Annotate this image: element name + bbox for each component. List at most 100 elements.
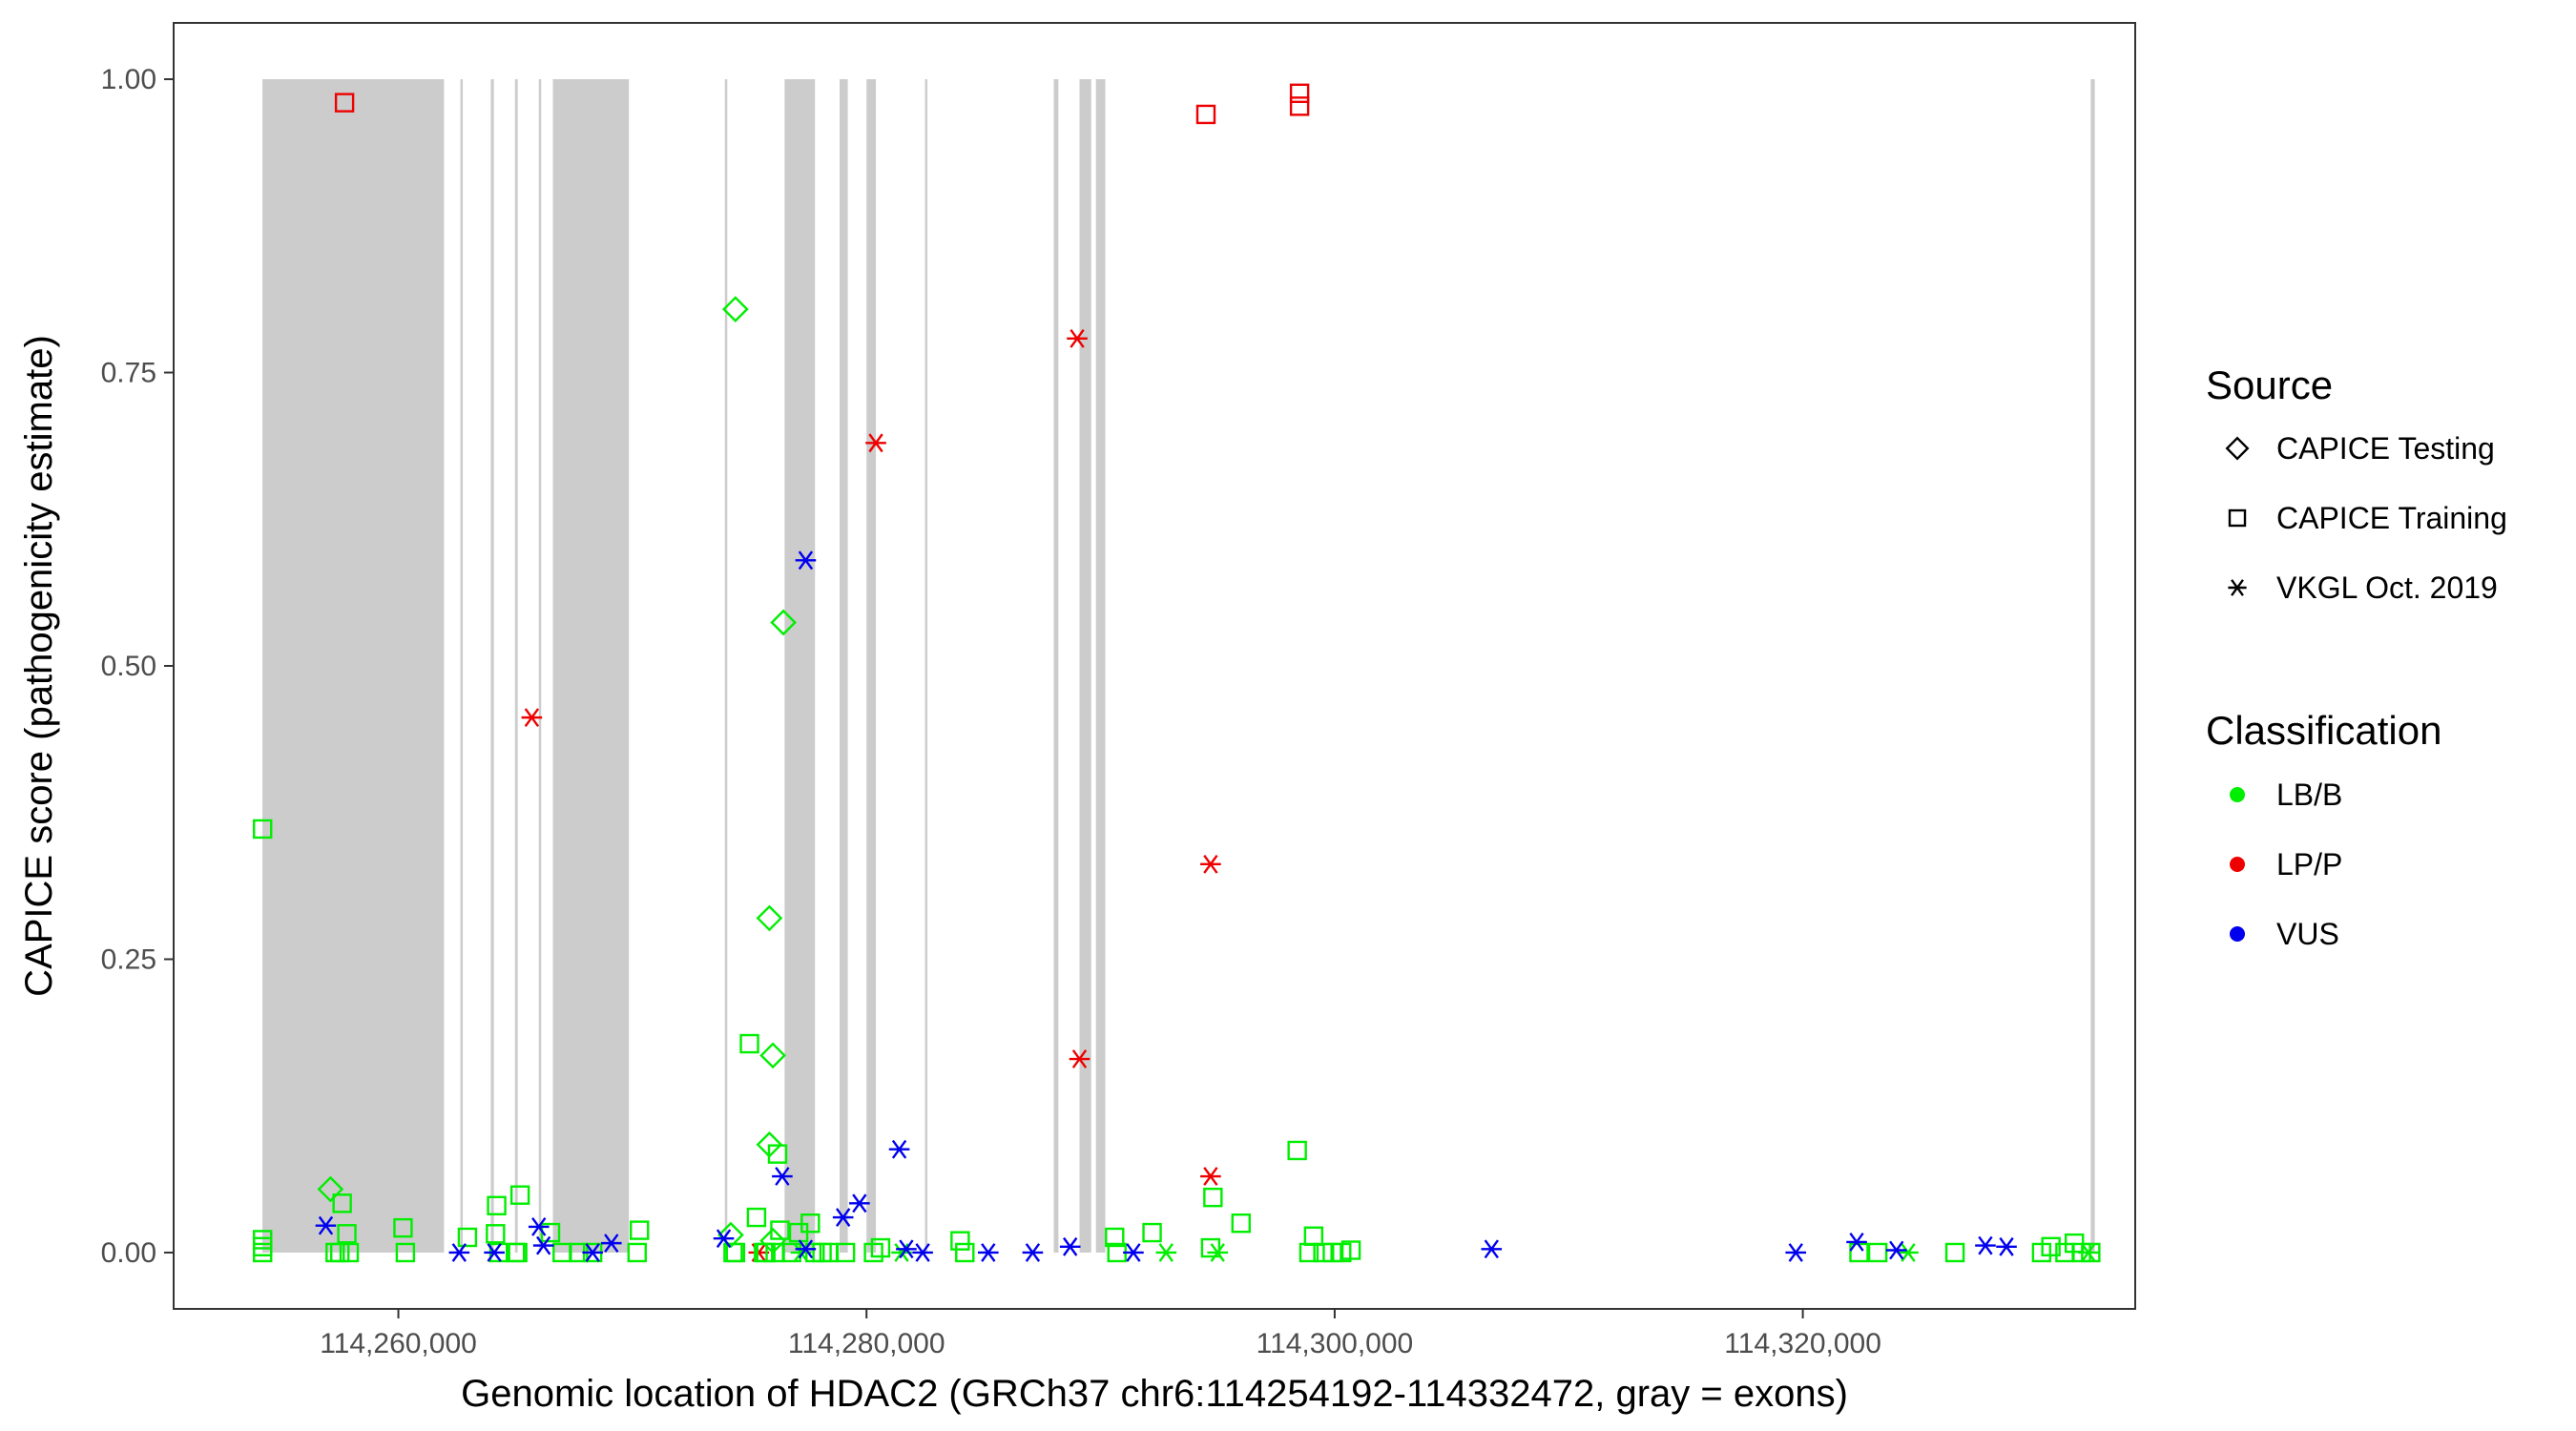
legend-source-label: VKGL Oct. 2019	[2276, 570, 2498, 605]
legend-classification-label: LB/B	[2276, 778, 2342, 812]
data-point-asterisk-vus	[315, 1215, 337, 1235]
exon-band-layer	[262, 79, 2095, 1253]
data-point-asterisk-vus	[1785, 1243, 1807, 1262]
y-axis-title: CAPICE score (pathogenicity estimate)	[18, 335, 60, 997]
data-point-asterisk-vus	[448, 1243, 470, 1262]
y-tick-label: 0.75	[101, 358, 156, 389]
data-point-square-lb-b	[253, 1242, 273, 1263]
data-point-square-lb-b	[950, 1231, 970, 1251]
legend-key-dot	[2230, 926, 2245, 942]
data-point-square-lb-b	[2041, 1236, 2061, 1257]
exon-band	[538, 79, 542, 1253]
data-point-asterisk-lp-p	[1200, 1167, 1221, 1186]
data-point-asterisk-vus	[849, 1193, 870, 1213]
legend-classification-label: VUS	[2276, 917, 2339, 951]
data-point-asterisk-lb-b	[2078, 1243, 2099, 1262]
data-point-square-lb-b	[767, 1144, 788, 1164]
data-point-square-lb-b	[770, 1220, 790, 1240]
exon-band	[1079, 79, 1091, 1253]
data-point-square-lb-b	[1231, 1213, 1251, 1234]
exon-band	[490, 79, 494, 1253]
data-point-square-lb-b	[630, 1220, 650, 1240]
x-axis-title: Genomic location of HDAC2 (GRCh37 chr6:1…	[461, 1373, 1848, 1415]
legend-key-asterisk	[2228, 579, 2247, 596]
x-tick-label: 114,300,000	[1257, 1328, 1414, 1359]
data-point-asterisk-vus	[1885, 1240, 1907, 1260]
exon-band	[262, 79, 445, 1253]
data-point-asterisk-vus	[713, 1229, 735, 1249]
data-point-square-lb-b	[1944, 1242, 1965, 1263]
y-tick-label: 0.50	[101, 651, 156, 682]
point-layer	[253, 83, 2101, 1263]
x-axis: 114,260,000 114,280,000 114,300,000 114,320…	[320, 1309, 1881, 1359]
data-point-square-lb-b	[739, 1033, 759, 1054]
data-point-square-lp-p	[334, 93, 355, 113]
legend-key-dot	[2230, 857, 2245, 872]
x-tick-label: 114,260,000	[320, 1328, 477, 1359]
data-point-asterisk-vus	[978, 1243, 999, 1262]
data-point-asterisk-lp-p	[521, 708, 543, 728]
data-point-square-lb-b	[746, 1207, 767, 1228]
data-point-square-lb-b	[627, 1242, 647, 1263]
exon-band	[1053, 79, 1059, 1253]
data-point-asterisk-vus	[896, 1239, 917, 1259]
exon-band	[514, 79, 518, 1253]
data-point-square-lb-b	[1867, 1242, 1888, 1263]
data-point-square-lb-b	[457, 1227, 478, 1248]
data-point-diamond-lb-b	[756, 904, 783, 932]
data-point-square-lb-b	[1105, 1227, 1125, 1248]
data-point-asterisk-vus	[532, 1235, 554, 1255]
data-point-asterisk-lp-p	[865, 433, 886, 453]
data-point-diamond-lb-b	[721, 296, 749, 322]
y-tick-label: 0.00	[101, 1237, 156, 1269]
data-point-asterisk-vus	[1059, 1236, 1081, 1256]
data-point-asterisk-vus	[1481, 1239, 1503, 1259]
data-point-square-lp-p	[1289, 83, 1310, 103]
data-point-asterisk-vus	[1996, 1236, 2017, 1256]
data-point-square-lb-b	[509, 1185, 530, 1205]
exon-band	[2090, 79, 2095, 1253]
exon-band	[924, 79, 928, 1253]
legend-source-label: CAPICE Testing	[2276, 431, 2495, 466]
data-point-asterisk-vus	[484, 1243, 505, 1262]
data-point-asterisk-vus	[795, 550, 817, 570]
exon-band	[784, 79, 816, 1253]
exon-band	[460, 79, 464, 1253]
data-point-diamond-lb-b	[317, 1175, 344, 1203]
exon-band	[724, 79, 728, 1253]
data-point-asterisk-vus	[912, 1243, 933, 1262]
data-point-square-lb-b	[863, 1242, 883, 1263]
data-point-square-lb-b	[1303, 1226, 1324, 1246]
y-tick-label: 0.25	[101, 944, 156, 975]
legend-key-square	[2228, 508, 2247, 528]
exon-band	[552, 79, 630, 1253]
data-point-square-lb-b	[955, 1242, 975, 1263]
data-point-asterisk-lp-p	[1067, 328, 1088, 348]
legend-key-diamond	[2225, 436, 2250, 461]
data-point-asterisk-vus	[832, 1208, 854, 1227]
data-point-asterisk-lb-b	[1155, 1243, 1177, 1262]
data-point-asterisk-lp-p	[1200, 854, 1221, 874]
x-tick-label: 114,320,000	[1724, 1328, 1881, 1359]
data-point-square-lp-p	[1195, 104, 1216, 125]
data-point-square-lb-b	[812, 1242, 832, 1263]
data-point-square-lb-b	[332, 1193, 352, 1213]
data-point-asterisk-vus	[600, 1234, 622, 1254]
data-point-square-lb-b	[486, 1224, 506, 1244]
data-point-square-lb-b	[800, 1213, 821, 1234]
legend-source-title: Source	[2206, 363, 2333, 407]
data-point-asterisk-lb-b	[1898, 1243, 1919, 1262]
data-point-square-lb-b	[253, 819, 273, 840]
data-point-square-lb-b	[723, 1242, 743, 1263]
data-point-square-lb-b	[337, 1224, 357, 1244]
data-point-square-lb-b	[1340, 1240, 1361, 1260]
data-point-square-lb-b	[508, 1242, 528, 1263]
exon-band	[840, 79, 848, 1253]
data-point-square-lb-b	[1203, 1187, 1223, 1208]
exon-band	[1095, 79, 1106, 1253]
data-point-square-lb-b	[395, 1242, 416, 1263]
data-point-asterisk-vus	[1846, 1233, 1867, 1252]
data-point-square-lb-b	[835, 1242, 856, 1263]
data-point-asterisk-lp-p	[1069, 1049, 1091, 1068]
